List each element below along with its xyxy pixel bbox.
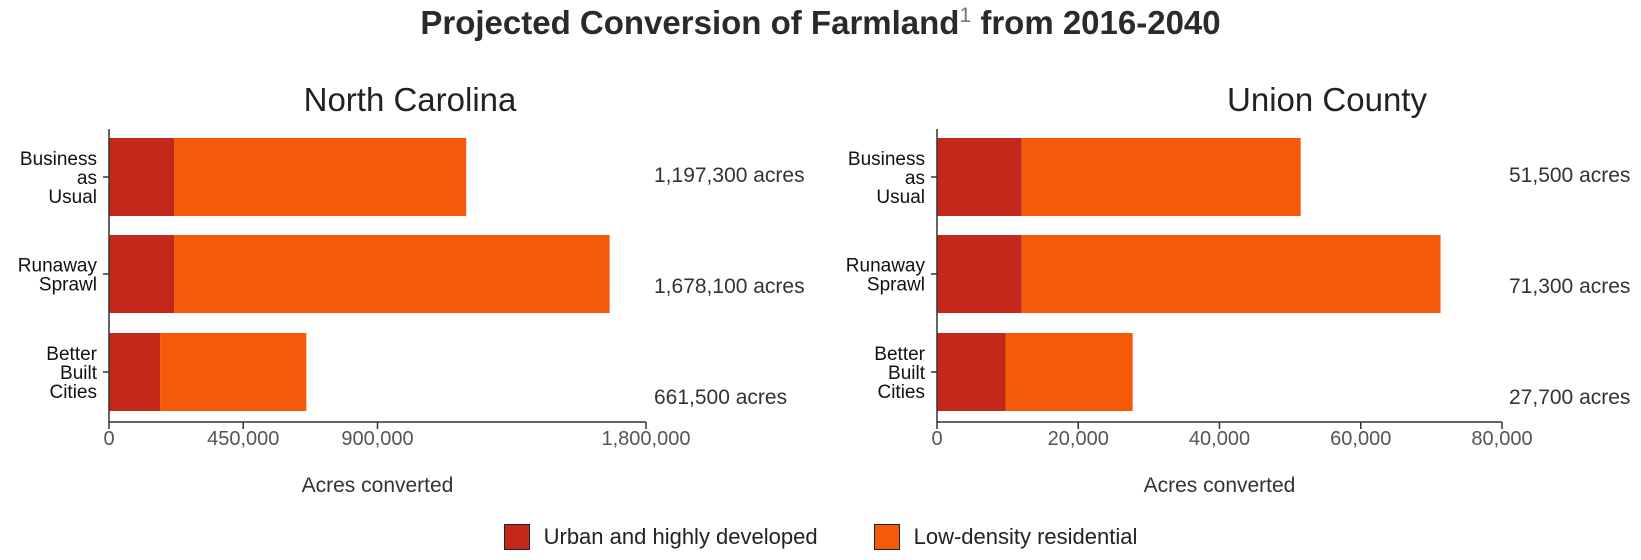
x-tick-label-nc-1: 450,000: [207, 428, 279, 450]
bar-union-low-density-1: [1021, 235, 1441, 313]
chart-title: Projected Conversion of Farmland1 from 2…: [0, 4, 1641, 42]
x-tick-label-union-1: 20,000: [1048, 428, 1109, 450]
category-label-nc-2: Better Built Cities: [46, 344, 97, 403]
chart-title-suffix: from 2016-2040: [971, 4, 1221, 41]
legend-item-urban: Urban and highly developed: [503, 524, 818, 550]
legend-label-urban: Urban and highly developed: [543, 524, 818, 549]
x-axis-label-nc: Acres converted: [302, 474, 454, 497]
bar-union-urban-1: [937, 235, 1022, 313]
chart-title-main: Projected Conversion of Farmland: [420, 4, 960, 41]
bar-union-low-density-0: [1021, 138, 1301, 216]
x-tick-label-union-3: 60,000: [1330, 428, 1391, 450]
total-label-nc-1: 1,678,100 acres: [654, 275, 805, 298]
category-label-union-2: Better Built Cities: [874, 344, 925, 403]
total-label-union-1: 71,300 acres: [1509, 275, 1630, 298]
total-label-union-0: 51,500 acres: [1509, 164, 1630, 187]
bar-nc-low-density-0: [174, 138, 467, 216]
category-label-union-1: Runaway Sprawl: [846, 256, 926, 296]
panel-title-nc: North Carolina: [304, 81, 517, 118]
total-label-union-2: 27,700 acres: [1509, 386, 1630, 409]
bar-nc-low-density-2: [160, 333, 307, 411]
bar-union-low-density-2: [1005, 333, 1133, 411]
category-label-union-0: Business as Usual: [848, 149, 925, 208]
bar-union-urban-0: [937, 138, 1022, 216]
x-tick-label-union-0: 0: [931, 428, 942, 450]
x-tick-label-nc-0: 0: [103, 428, 114, 450]
x-tick-label-union-4: 80,000: [1471, 428, 1532, 450]
legend: Urban and highly developed Low-density r…: [0, 524, 1641, 550]
x-tick-label-nc-2: 900,000: [341, 428, 413, 450]
chart-canvas: North Carolina Business as Usual 1,197,300 a…: [18, 81, 1631, 497]
category-label-nc-1: Runaway Sprawl: [18, 256, 98, 296]
x-tick-label-union-2: 40,000: [1189, 428, 1250, 450]
total-label-nc-2: 661,500 acres: [654, 386, 787, 409]
x-axis-label-union: Acres converted: [1144, 474, 1296, 497]
legend-swatch-urban: [503, 524, 530, 550]
legend-label-low-density: Low-density residential: [913, 524, 1138, 549]
footnote-marker: 1: [959, 4, 972, 27]
legend-item-low-density: Low-density residential: [873, 524, 1138, 550]
legend-swatch-low-density: [873, 524, 900, 550]
x-tick-label-nc-3: 1,800,000: [602, 428, 691, 450]
category-label-nc-0: Business as Usual: [20, 149, 97, 208]
bar-nc-urban-2: [109, 333, 161, 411]
total-label-nc-0: 1,197,300 acres: [654, 164, 805, 187]
bar-nc-urban-0: [109, 138, 175, 216]
bar-union-urban-2: [937, 333, 1006, 411]
bar-nc-urban-1: [109, 235, 175, 313]
bar-nc-low-density-1: [174, 235, 610, 313]
panel-title-union: Union County: [1227, 81, 1427, 118]
